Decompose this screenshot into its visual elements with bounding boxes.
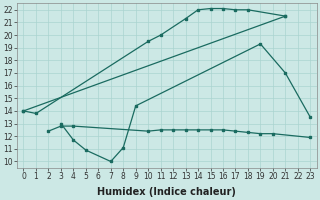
X-axis label: Humidex (Indice chaleur): Humidex (Indice chaleur) [98, 187, 236, 197]
